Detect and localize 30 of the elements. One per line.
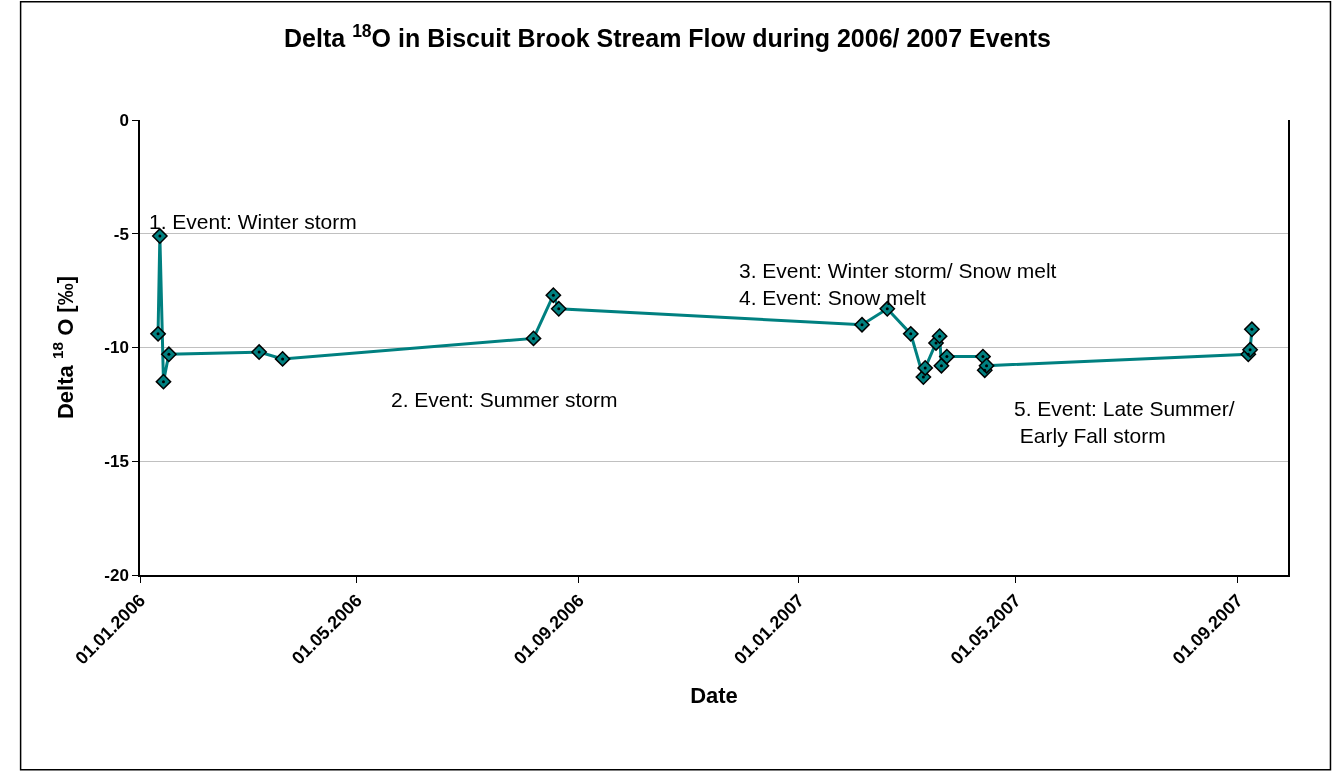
point [274, 350, 291, 367]
chart-title: Delta $^{18}$O in Biscuit Brook Stream Flow during 2006/ 2007 Events [284, 20, 1051, 53]
point [525, 330, 542, 347]
point [933, 357, 950, 374]
point [917, 360, 934, 376]
point [155, 373, 172, 390]
x-axis-title: Date [690, 682, 738, 708]
y-tick-label: -5 [113, 224, 129, 244]
point [545, 287, 562, 304]
point [931, 328, 948, 345]
point [978, 357, 995, 374]
annotation: 1. Event: Winter storm [149, 210, 357, 233]
point [902, 325, 919, 342]
y-tick-label: -20 [104, 565, 129, 585]
point [550, 300, 567, 317]
point [150, 325, 166, 342]
annotation: 3. Event: Winter storm/ Snow melt [739, 259, 1057, 282]
annotation: 4. Event: Snow melt [739, 286, 926, 309]
point [1244, 321, 1260, 338]
point [151, 228, 168, 244]
point [251, 344, 268, 360]
y-tick-label: -15 [104, 452, 129, 472]
annotation: 2. Event: Summer storm [391, 388, 618, 411]
point [854, 316, 870, 333]
y-tick-label: 0 [119, 110, 129, 130]
annotation: 5. Event: Late Summer/ Early Fall storm [1014, 397, 1235, 448]
y-tick-label: -10 [104, 338, 129, 358]
point [160, 346, 177, 363]
point [1242, 341, 1258, 358]
point [938, 348, 955, 365]
